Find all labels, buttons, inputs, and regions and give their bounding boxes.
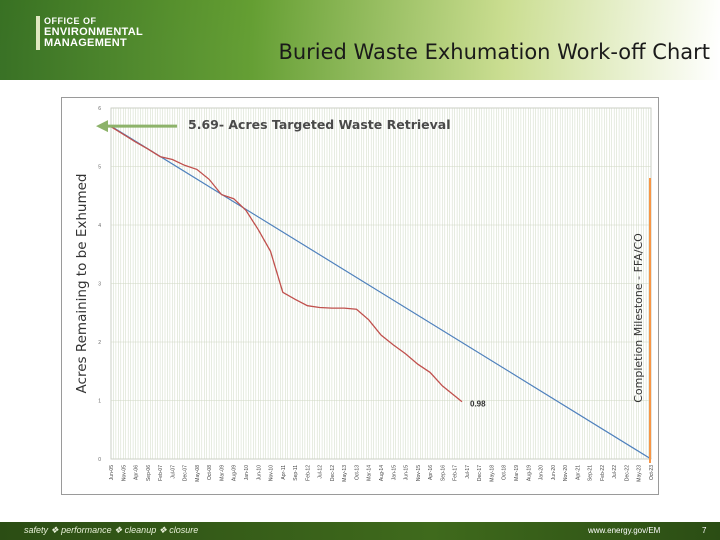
footer-url: www.energy.gov/EM bbox=[588, 526, 661, 535]
y-tick-label: 6 bbox=[98, 106, 101, 112]
planned-series-line bbox=[110, 125, 652, 460]
x-tick-label: Apr-21 bbox=[575, 465, 581, 480]
header-gradient-band bbox=[0, 0, 720, 80]
slide-header: OFFICE OF ENVIRONMENTAL MANAGEMENT Burie… bbox=[0, 0, 720, 80]
x-tick-label: Jun-05 bbox=[109, 465, 115, 481]
office-logo: OFFICE OF ENVIRONMENTAL MANAGEMENT bbox=[36, 16, 154, 50]
x-tick-label: Oct-08 bbox=[207, 465, 213, 480]
milestone-label: Completion Milestone - FFA/CO bbox=[632, 233, 645, 403]
x-tick-label: May-08 bbox=[195, 465, 201, 482]
x-tick-label: Feb-17 bbox=[453, 465, 459, 481]
x-tick-label: Nov-10 bbox=[269, 465, 275, 481]
x-tick-label: Dec-22 bbox=[624, 465, 630, 481]
x-tick-label: Dec-17 bbox=[477, 465, 483, 481]
x-tick-label: Sep-11 bbox=[293, 465, 299, 481]
x-tick-label: Feb-12 bbox=[305, 465, 311, 481]
x-tick-label: Mar-14 bbox=[367, 465, 373, 481]
y-tick-label: 3 bbox=[98, 282, 101, 288]
x-tick-label: Aug-14 bbox=[379, 465, 385, 481]
x-tick-label: Apr-11 bbox=[281, 465, 287, 480]
x-tick-label: Mar-09 bbox=[219, 465, 225, 481]
x-tick-label: Jun-20 bbox=[551, 465, 557, 481]
slide-footer: safety ❖ performance ❖ cleanup ❖ closure… bbox=[0, 522, 720, 540]
x-tick-label: Sep-06 bbox=[146, 465, 152, 481]
x-tick-label: Dec-07 bbox=[183, 465, 189, 481]
x-tick-label: Aug-19 bbox=[526, 465, 532, 481]
page-number: 7 bbox=[702, 526, 707, 535]
actual-series-line bbox=[110, 126, 463, 403]
y-tick-label: 4 bbox=[98, 223, 101, 229]
x-tick-label: Oct-13 bbox=[354, 465, 360, 480]
x-tick-label: Dec-12 bbox=[330, 465, 336, 481]
footer-tagline: safety ❖ performance ❖ cleanup ❖ closure bbox=[24, 525, 199, 535]
x-tick-label: Sep-16 bbox=[440, 465, 446, 481]
y-tick-label: 5 bbox=[98, 165, 101, 171]
x-tick-label: May-23 bbox=[637, 465, 643, 482]
x-tick-label: Jun-15 bbox=[404, 465, 410, 481]
x-tick-label: Jul-12 bbox=[318, 465, 324, 479]
x-tick-label: Oct-18 bbox=[502, 465, 508, 480]
x-tick-label: Aug-09 bbox=[232, 465, 238, 481]
x-tick-label: Nov-05 bbox=[121, 465, 127, 481]
chart-frame: 0 1 2 3 4 5 6 Acres Remaining to be Exhumed Jun-… bbox=[61, 97, 659, 495]
x-tick-label: Jan-10 bbox=[244, 465, 250, 481]
logo-bar bbox=[36, 16, 40, 50]
x-tick-label: Nov-15 bbox=[416, 465, 422, 481]
current-value-label: 0.98 bbox=[470, 400, 486, 409]
y-tick-label: 1 bbox=[98, 399, 101, 405]
logo-line-3: MANAGEMENT bbox=[44, 37, 128, 49]
x-tick-label: Nov-20 bbox=[563, 465, 569, 481]
target-arrow-head bbox=[96, 120, 108, 133]
x-tick-label: Sep-21 bbox=[588, 465, 594, 481]
x-tick-label: Apr-06 bbox=[134, 465, 140, 480]
work-off-chart: 0 1 2 3 4 5 6 Acres Remaining to be Exhumed Jun-… bbox=[74, 106, 655, 482]
x-tick-label: Feb-22 bbox=[600, 465, 606, 481]
x-tick-label: Jun-10 bbox=[256, 465, 262, 481]
x-tick-label: Mar-19 bbox=[514, 465, 520, 481]
y-axis-label: Acres Remaining to be Exhumed bbox=[74, 174, 90, 394]
logo-line-2: ENVIRONMENTAL bbox=[44, 26, 144, 38]
x-tick-label: May-18 bbox=[489, 465, 495, 482]
x-tick-label: May-13 bbox=[342, 465, 348, 482]
slide-title: Buried Waste Exhumation Work-off Chart bbox=[278, 40, 710, 64]
x-tick-label: Jan-20 bbox=[539, 465, 545, 481]
x-tick-label: Apr-16 bbox=[428, 465, 434, 480]
logo-line-1: OFFICE OF bbox=[44, 16, 97, 26]
target-annotation: 5.69- Acres Targeted Waste Retrieval bbox=[188, 117, 451, 132]
x-tick-label: Jul-22 bbox=[612, 465, 618, 479]
x-tick-label: Feb-07 bbox=[158, 465, 164, 481]
x-tick-label: Jan-15 bbox=[391, 465, 397, 481]
x-tick-label: Jul-17 bbox=[465, 465, 471, 479]
y-tick-label: 0 bbox=[98, 457, 101, 463]
x-tick-label: Oct-23 bbox=[649, 465, 655, 480]
x-tick-label: Jul-07 bbox=[170, 465, 176, 479]
y-tick-label: 2 bbox=[98, 340, 101, 346]
